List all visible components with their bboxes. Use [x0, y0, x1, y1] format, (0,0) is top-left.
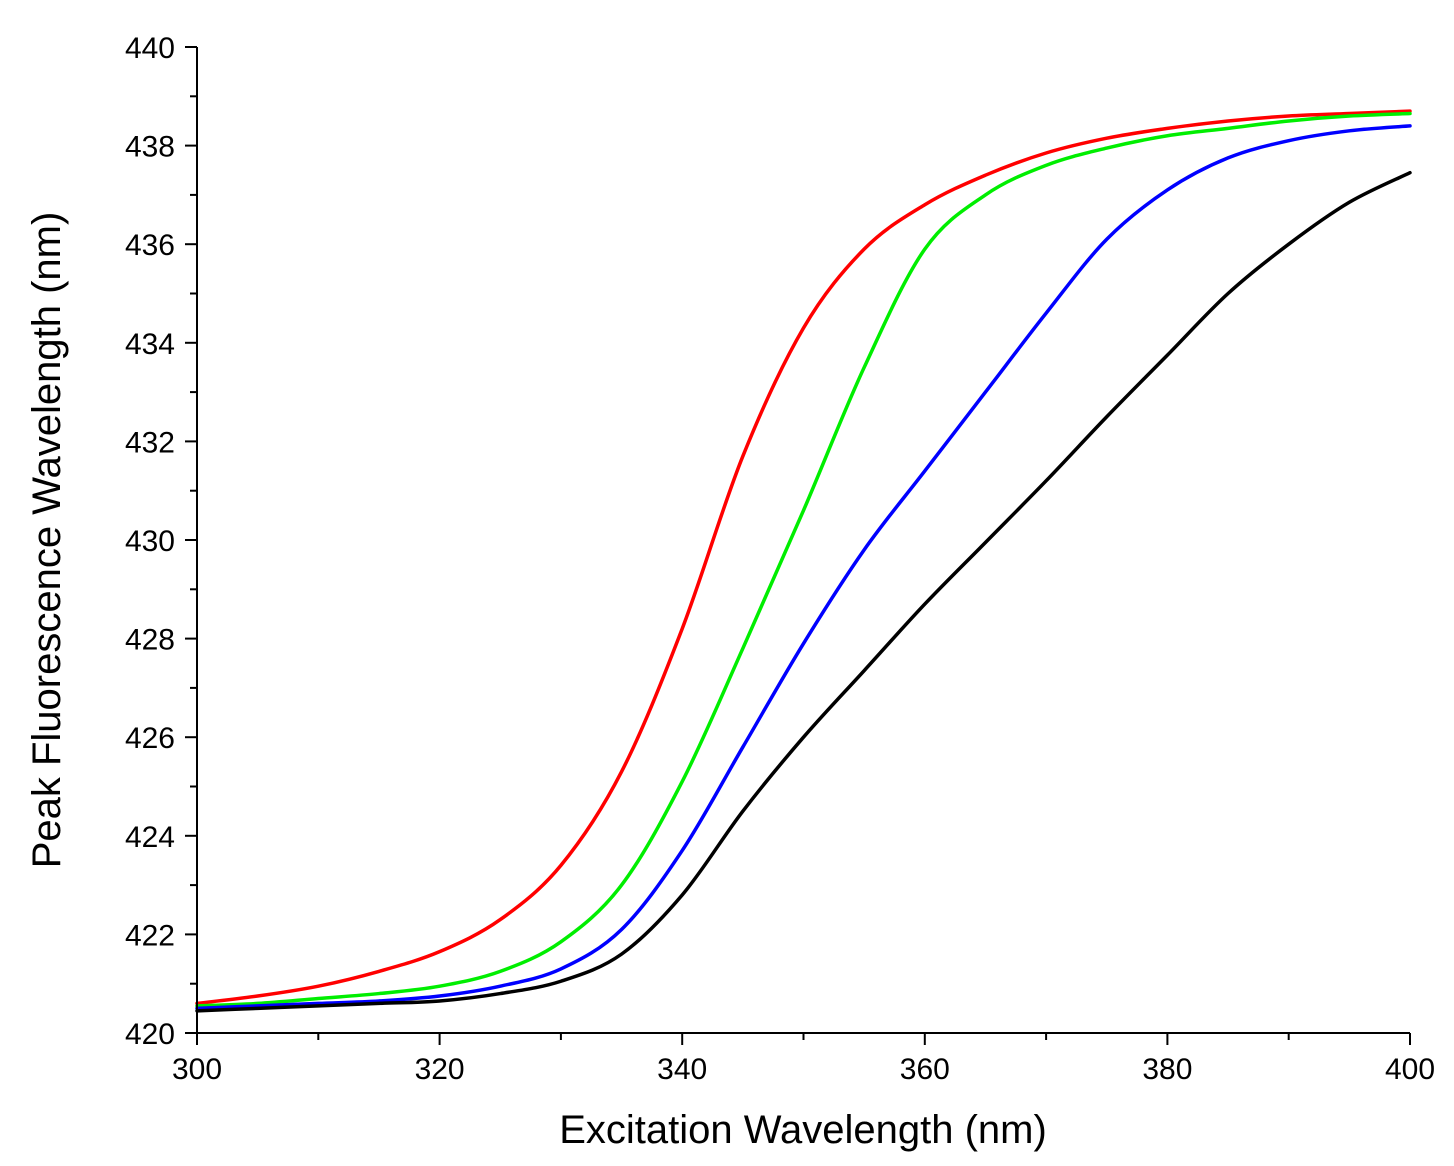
- x-tick-label: 340: [657, 1053, 707, 1086]
- x-axis-ticks: 300 320 340 360 380 400: [172, 1033, 1435, 1086]
- y-tick-label: 432: [125, 426, 175, 459]
- y-tick-label: 440: [125, 32, 175, 65]
- y-tick-label: 426: [125, 722, 175, 755]
- y-tick-label: 424: [125, 821, 175, 854]
- y-tick-label: 438: [125, 131, 175, 164]
- series-line-2: [195, 111, 1412, 1008]
- series-line-4: [195, 170, 1412, 1013]
- series-line-3: [195, 124, 1412, 1011]
- y-tick-label: 422: [125, 919, 175, 952]
- x-tick-label: 360: [900, 1053, 950, 1086]
- series-layer: [195, 109, 1412, 1013]
- series-line-1: [195, 109, 1412, 1006]
- x-tick-label: 320: [415, 1053, 465, 1086]
- x-tick-label: 300: [172, 1053, 222, 1086]
- y-tick-label: 436: [125, 229, 175, 262]
- y-tick-label: 434: [125, 328, 175, 361]
- y-tick-label: 430: [125, 525, 175, 558]
- y-tick-label: 428: [125, 624, 175, 657]
- x-tick-label: 380: [1142, 1053, 1192, 1086]
- y-axis-title: Peak Fluorescence Wavelength (nm): [25, 212, 69, 869]
- y-axis-ticks: 420 422 424 426 428 430 432 434 436 438 440: [125, 32, 197, 1051]
- y-tick-label: 420: [125, 1018, 175, 1051]
- x-tick-label: 400: [1385, 1053, 1435, 1086]
- x-axis-title: Excitation Wavelength (nm): [559, 1108, 1047, 1152]
